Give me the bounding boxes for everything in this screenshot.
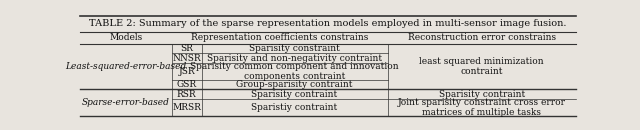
Text: RSR: RSR [177,90,196,99]
Text: Sparisity contraint: Sparisity contraint [438,90,525,99]
Text: Sparisity common component and innovation
components contraint: Sparisity common component and innovatio… [190,62,399,81]
Text: Sparisity contraint: Sparisity contraint [252,90,338,99]
Text: Sparistiy contraint: Sparistiy contraint [252,103,338,112]
Text: MRSR: MRSR [172,103,201,112]
Text: least squared minimization
contraint: least squared minimization contraint [419,57,544,76]
Text: SR: SR [180,44,193,53]
Text: Group-sparisity contraint: Group-sparisity contraint [236,80,353,89]
Text: Representation coefficients constrains: Representation coefficients constrains [191,33,369,42]
Text: Sparisity and non-negativity contraint: Sparisity and non-negativity contraint [207,54,382,63]
Text: Reconstruction error constrains: Reconstruction error constrains [408,33,556,42]
Text: Models: Models [109,33,143,42]
Text: JSR: JSR [179,67,195,76]
Text: TABLE 2: Summary of the sparse representation models employed in multi-sensor im: TABLE 2: Summary of the sparse represent… [89,19,567,28]
Text: Sparisity constraint: Sparisity constraint [249,44,340,53]
Text: NNSR: NNSR [172,54,201,63]
Text: Least-squared-error-based: Least-squared-error-based [65,62,186,71]
Text: Sparse-error-based: Sparse-error-based [82,98,170,107]
Text: Joint sparisity constraint cross error
matrices of multiple tasks: Joint sparisity constraint cross error m… [398,98,566,117]
Text: GSR: GSR [177,80,196,89]
